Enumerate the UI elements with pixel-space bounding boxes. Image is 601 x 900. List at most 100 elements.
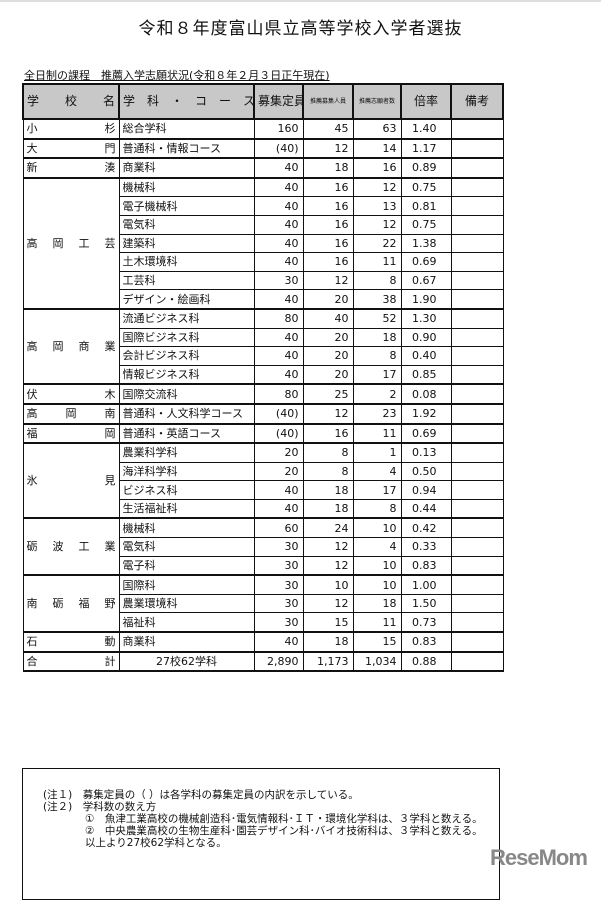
remarks: [450, 289, 504, 310]
ratio: 1.92: [400, 402, 452, 424]
remarks: [450, 442, 504, 463]
course-name: 国際科: [118, 574, 255, 595]
rec-capacity: 16: [302, 233, 354, 254]
capacity: 30: [253, 593, 304, 614]
course-name: 電子科: [118, 555, 255, 576]
remarks: [450, 402, 504, 424]
table-caption: 全日制の課程 推薦入学志願状況(令和８年２月３日正午現在): [24, 69, 330, 82]
applicants: 2: [352, 383, 402, 405]
capacity: 30: [253, 270, 304, 291]
ratio: 0.44: [400, 498, 452, 519]
applicants: 13: [352, 196, 402, 216]
applicants: 8: [352, 346, 402, 366]
course-name: 建築科: [118, 233, 255, 254]
course-name: 普通科・情報コース: [118, 137, 255, 159]
school-name: 氷見: [22, 442, 120, 519]
ratio: 0.69: [400, 422, 452, 444]
course-name: 国際ビジネス科: [118, 327, 255, 348]
capacity: 30: [253, 537, 304, 557]
ratio: 0.13: [400, 442, 452, 463]
course-name: デザイン・絵画科: [118, 289, 255, 310]
header-course: 学 科 ・ コ ー ス: [118, 83, 255, 120]
rec-capacity: 15: [302, 612, 354, 633]
table-row: 電子科 30 12 10 0.83: [23, 555, 504, 576]
remarks: [450, 517, 504, 539]
table-row: デザイン・絵画科 40 20 38 1.90: [23, 289, 504, 310]
capacity: 40: [253, 364, 304, 385]
course-name: 商業科: [118, 157, 255, 179]
remarks: [450, 537, 504, 557]
ratio: 0.94: [400, 480, 452, 500]
capacity: 30: [253, 612, 304, 633]
rec-capacity: 20: [302, 327, 354, 348]
ratio: 0.83: [400, 555, 452, 576]
note-1: (注１) 募集定員の（ ）は各学科の募集定員の内訳を示している。: [43, 789, 359, 801]
course-name: 農業環境科: [118, 593, 255, 614]
applicants: 11: [352, 612, 402, 633]
rec-capacity: 16: [302, 214, 354, 235]
rec-capacity: 10: [302, 574, 354, 595]
total-courses: 27校62学科: [118, 650, 255, 673]
course-name: 生活福祉科: [118, 498, 255, 519]
applicants: 10: [352, 517, 402, 539]
capacity: 60: [253, 517, 304, 539]
capacity: 40: [253, 196, 304, 216]
rec-capacity: 20: [302, 364, 354, 385]
ratio: 0.75: [400, 214, 452, 235]
rec-capacity: 8: [302, 442, 354, 463]
note-2-item-2: ② 中央農業高校の生物生産科･園芸デザイン科･バイオ技術科は、３学科と数える。: [43, 825, 483, 837]
applicants: 11: [352, 252, 402, 272]
capacity: 80: [253, 383, 304, 405]
capacity: 40: [253, 480, 304, 500]
remarks: [450, 364, 504, 385]
school-name: 砺波工業: [22, 517, 120, 576]
rec-capacity: 12: [302, 137, 354, 159]
note-2: (注２) 学科数の数え方: [43, 801, 157, 813]
remarks: [450, 327, 504, 348]
applicants: 8: [352, 270, 402, 291]
ratio: 1.90: [400, 289, 452, 310]
course-name: 電子機械科: [118, 196, 255, 216]
rec-capacity: 8: [302, 461, 354, 482]
ratio: 0.89: [400, 157, 452, 179]
ratio: 1.00: [400, 574, 452, 595]
applicants: 14: [352, 137, 402, 159]
course-name: 流通ビジネス科: [118, 307, 255, 329]
rec-capacity: 16: [302, 176, 354, 198]
applicants: 52: [352, 307, 402, 329]
course-name: 普通科・人文科学コース: [118, 402, 255, 424]
header-applicants: 推薦志願者数: [352, 83, 402, 120]
course-name: 福祉科: [118, 612, 255, 633]
school-name: 福岡: [22, 422, 120, 444]
rec-capacity: 45: [302, 118, 354, 140]
applicants: 10: [352, 555, 402, 576]
capacity: 40: [253, 327, 304, 348]
course-name: 会計ビジネス科: [118, 346, 255, 366]
course-name: 土木環境科: [118, 252, 255, 272]
capacity: 30: [253, 574, 304, 595]
course-name: 農業科学科: [118, 442, 255, 463]
applicants: 8: [352, 498, 402, 519]
total-rec: 1,173: [302, 650, 354, 673]
school-name: 小杉: [22, 118, 120, 140]
ratio: 1.40: [400, 118, 452, 140]
school-name: 南砺福野: [22, 574, 120, 633]
applicants: 4: [352, 537, 402, 557]
rec-capacity: 12: [302, 555, 354, 576]
applicants: 16: [352, 157, 402, 179]
course-name: 情報ビジネス科: [118, 364, 255, 385]
course-name: 電気科: [118, 214, 255, 235]
table-row: 電子機械科 40 16 13 0.81: [23, 196, 504, 216]
applicants: 17: [352, 364, 402, 385]
course-name: 総合学科: [118, 118, 255, 140]
remarks: [450, 233, 504, 254]
course-name: 国際交流科: [118, 383, 255, 405]
ratio: 0.50: [400, 461, 452, 482]
course-name: ビジネス科: [118, 480, 255, 500]
table-row: 新湊 商業科 40 18 16 0.89: [22, 157, 504, 179]
rec-capacity: 25: [302, 383, 354, 405]
rec-capacity: 20: [302, 289, 354, 310]
school-name: 高岡商業: [22, 307, 120, 385]
remarks: [450, 176, 504, 198]
applicants: 38: [352, 289, 402, 310]
